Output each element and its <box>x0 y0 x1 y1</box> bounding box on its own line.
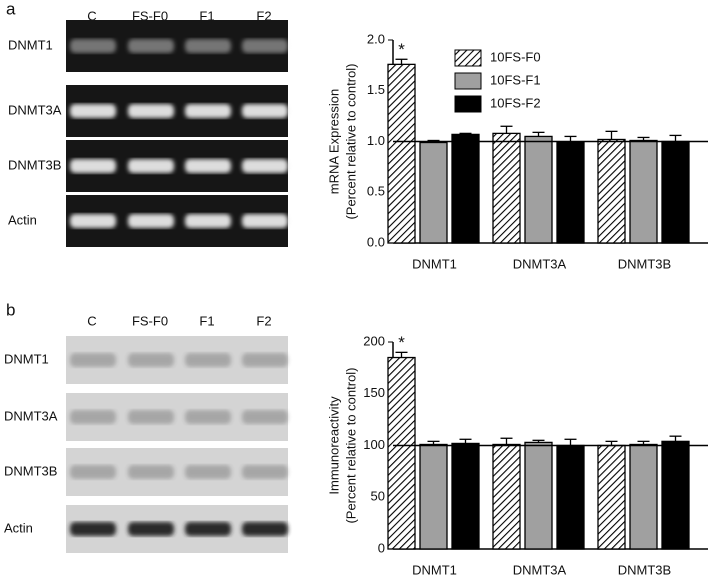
row-label: Actin <box>4 520 33 535</box>
gel-band <box>242 39 288 53</box>
y-tick-label: 200 <box>363 333 385 348</box>
gel-band <box>185 39 231 53</box>
lane-label: F1 <box>199 8 214 23</box>
gel-band <box>70 522 116 536</box>
y-tick-label: 2.0 <box>367 31 385 46</box>
gel-band <box>128 104 174 118</box>
row-label: DNMT1 <box>4 351 49 366</box>
bar <box>419 141 448 244</box>
y-tick-label: 50 <box>371 489 385 504</box>
gel-band <box>242 410 288 424</box>
gel-band <box>242 522 288 536</box>
gel-band <box>128 353 174 367</box>
gel-band <box>242 159 288 173</box>
gel-band <box>242 465 288 479</box>
gel-band <box>70 353 116 367</box>
y-tick-label: 0 <box>378 540 385 555</box>
y-axis-label: (Percent relative to control) <box>343 367 358 523</box>
row-label: DNMT3A <box>4 408 58 423</box>
gel-band <box>128 410 174 424</box>
bar <box>387 356 416 550</box>
bar <box>556 141 585 244</box>
gel-band <box>185 104 231 118</box>
bar <box>419 443 448 550</box>
bar <box>451 442 480 550</box>
lane-label: F1 <box>199 313 214 328</box>
legend-swatch <box>454 49 482 67</box>
lane-label: FS-F0 <box>132 313 168 328</box>
legend-swatch <box>454 95 482 113</box>
y-tick-label: 100 <box>363 437 385 452</box>
y-tick-label: 1.0 <box>367 133 385 148</box>
gel-band <box>128 39 174 53</box>
gel-band <box>185 159 231 173</box>
gel-band <box>185 353 231 367</box>
row-label: DNMT3A <box>8 102 62 117</box>
y-axis-label: (Percent relative to control) <box>343 63 358 219</box>
legend-label: 10FS-F0 <box>490 49 541 64</box>
gel-band <box>128 522 174 536</box>
gel-band <box>128 465 174 479</box>
y-tick-label: 150 <box>363 385 385 400</box>
y-tick-label: 0.0 <box>367 234 385 249</box>
x-tick-label: DNMT3B <box>618 256 671 271</box>
x-tick-label: DNMT3B <box>618 562 671 576</box>
legend-label: 10FS-F2 <box>490 95 541 110</box>
gel-band <box>185 214 231 228</box>
bar <box>492 443 521 550</box>
x-tick-label: DNMT3A <box>513 256 567 271</box>
gel-band <box>242 214 288 228</box>
x-tick-label: DNMT1 <box>412 256 457 271</box>
bar <box>451 133 480 244</box>
annotation: * <box>398 40 405 59</box>
y-axis-label: mRNA Expression <box>326 89 341 194</box>
annotation: * <box>398 333 405 352</box>
bar <box>524 135 553 244</box>
lane-label: C <box>87 313 96 328</box>
lane-label: F2 <box>256 313 271 328</box>
bar <box>556 444 585 550</box>
legend-label: 10FS-F1 <box>490 72 541 87</box>
y-tick-label: 1.5 <box>367 82 385 97</box>
lane-label: C <box>87 8 96 23</box>
x-tick-label: DNMT1 <box>412 562 457 576</box>
row-label: DNMT3B <box>8 157 61 172</box>
gel-band <box>70 159 116 173</box>
y-tick-label: 0.5 <box>367 184 385 199</box>
row-label: DNMT3B <box>4 463 57 478</box>
gel-band <box>128 214 174 228</box>
gel-band <box>70 465 116 479</box>
legend-swatch <box>454 72 482 90</box>
bar <box>524 441 553 550</box>
gel-band <box>185 522 231 536</box>
row-label: DNMT1 <box>8 37 53 52</box>
gel-band <box>70 214 116 228</box>
panel-label: b <box>6 300 15 319</box>
gel-band <box>185 465 231 479</box>
gel-band <box>70 39 116 53</box>
bar <box>629 443 658 550</box>
bar <box>387 63 416 244</box>
lane-label: FS-F0 <box>132 8 168 23</box>
y-axis-label: Immunoreactivity <box>326 396 341 495</box>
bar <box>661 140 690 244</box>
gel-band <box>70 104 116 118</box>
bar <box>629 139 658 244</box>
bar <box>492 132 521 244</box>
row-label: Actin <box>8 212 37 227</box>
bar <box>597 138 626 244</box>
gel-band <box>242 353 288 367</box>
x-tick-label: DNMT3A <box>513 562 567 576</box>
bar <box>597 444 626 550</box>
gel-band <box>70 410 116 424</box>
bar <box>661 440 690 550</box>
panel-label: a <box>6 0 16 18</box>
gel-band <box>128 159 174 173</box>
gel-band <box>242 104 288 118</box>
lane-label: F2 <box>256 8 271 23</box>
gel-band <box>185 410 231 424</box>
